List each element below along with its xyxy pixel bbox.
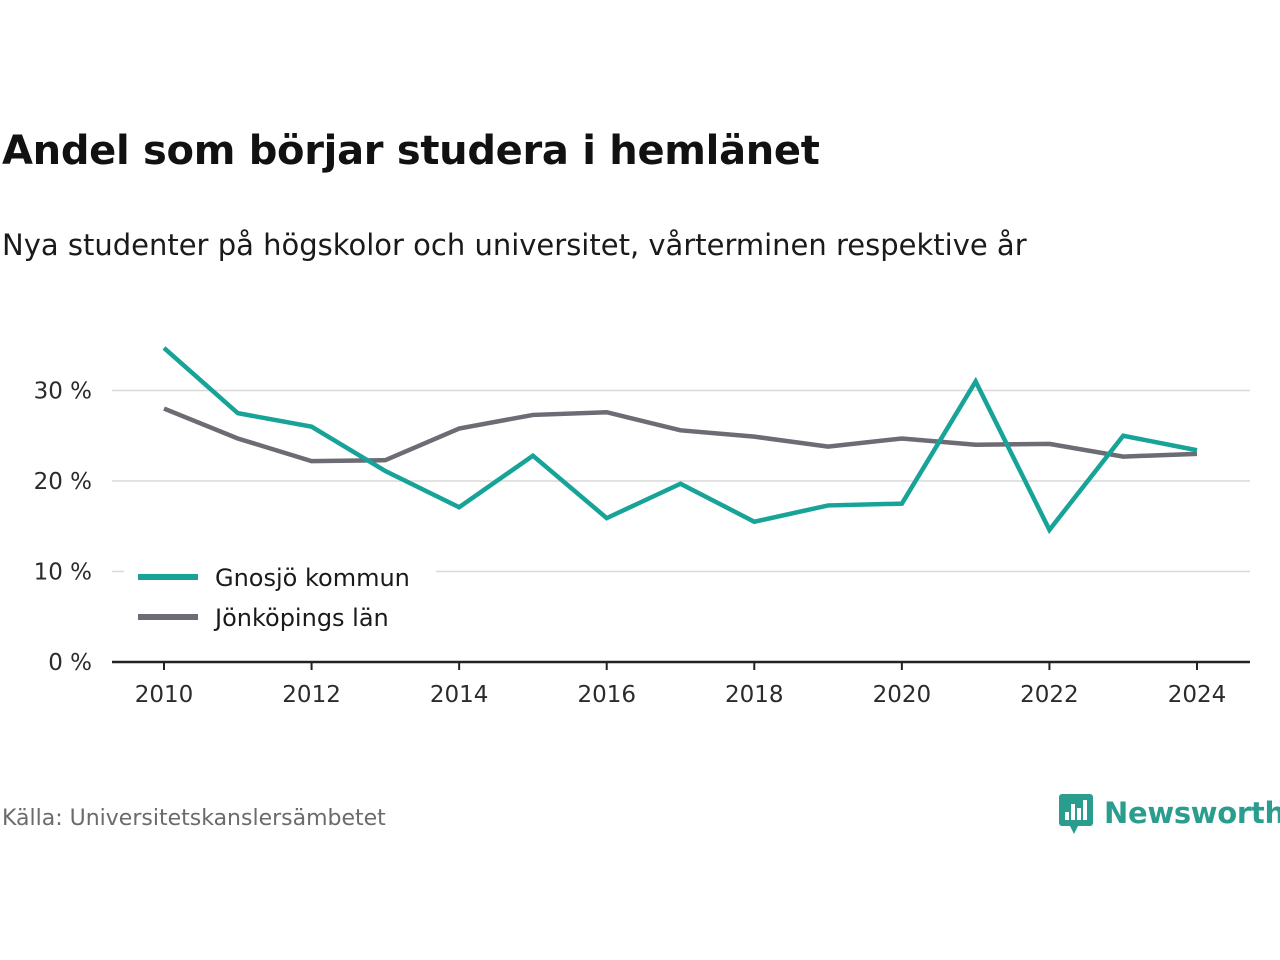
x-tick-label: 2024 xyxy=(1168,682,1227,708)
y-tick-label: 30 % xyxy=(34,379,92,405)
legend-background xyxy=(124,552,436,644)
y-tick-label: 0 % xyxy=(48,650,92,676)
legend: Gnosjö kommun Jönköpings län xyxy=(124,552,436,644)
x-tick-label: 2020 xyxy=(873,682,932,708)
chart-title: Andel som börjar studera i hemlänet xyxy=(2,128,820,174)
x-tick-label: 2016 xyxy=(577,682,636,708)
y-axis-ticks: 0 % 10 % 20 % 30 % xyxy=(34,379,92,677)
source-note: Källa: Universitetskanslersämbetet xyxy=(2,806,386,831)
series-line xyxy=(163,406,1198,464)
legend-label: Jönköpings län xyxy=(213,604,389,632)
x-axis-ticks: 2010 2012 2014 2016 2018 2020 2022 2024 xyxy=(135,662,1227,708)
newsworthy-logo-icon xyxy=(1059,794,1093,834)
series-line xyxy=(162,346,1198,535)
x-tick-label: 2012 xyxy=(282,682,341,708)
series-lines xyxy=(162,346,1198,535)
legend-label: Gnosjö kommun xyxy=(215,564,410,592)
y-tick-label: 20 % xyxy=(34,469,92,495)
gridlines xyxy=(112,389,1250,573)
chart-subtitle: Nya studenter på högskolor och universit… xyxy=(2,228,1027,262)
brand-logo: Newsworthy xyxy=(1058,790,1280,836)
x-tick-label: 2022 xyxy=(1020,682,1079,708)
x-tick-label: 2018 xyxy=(725,682,784,708)
y-tick-label: 10 % xyxy=(34,560,92,586)
brand-name: Newsworthy xyxy=(1104,796,1280,830)
x-tick-label: 2014 xyxy=(430,682,489,708)
x-tick-label: 2010 xyxy=(135,682,194,708)
